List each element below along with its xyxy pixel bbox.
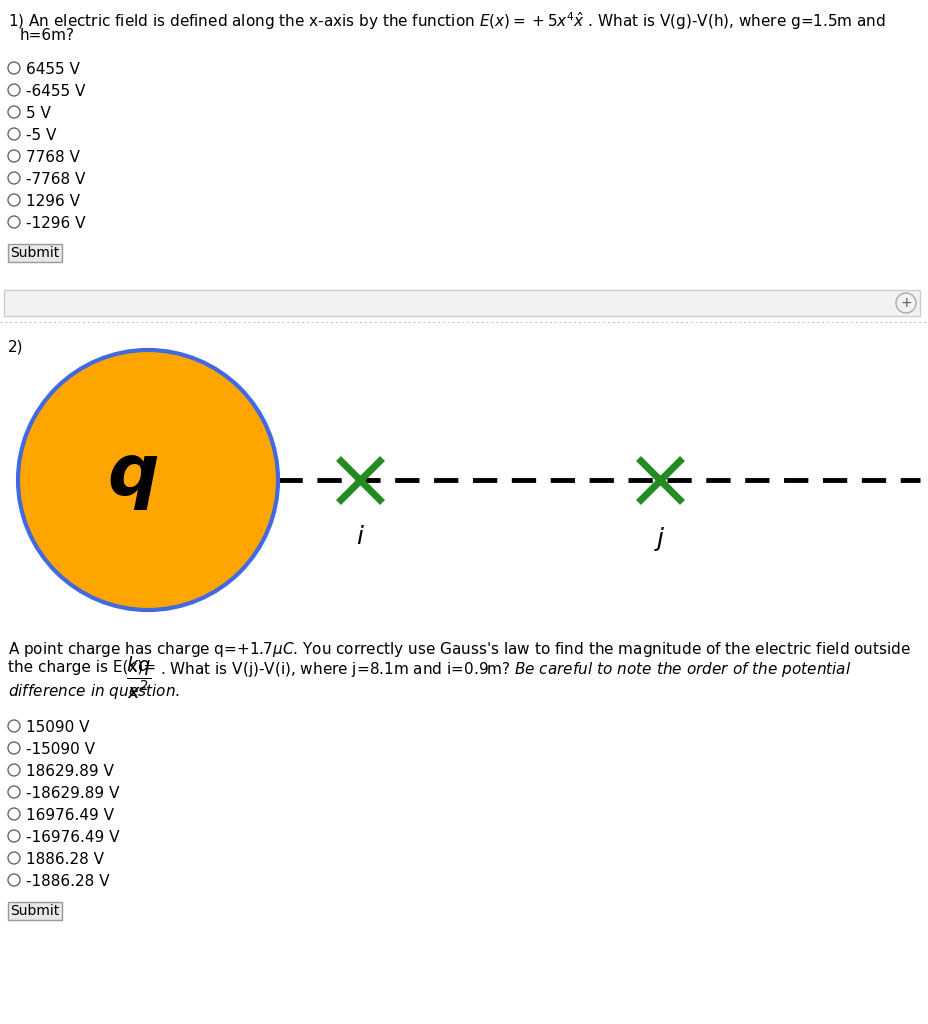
Text: q: q [107,440,159,510]
Text: 1) An electric field is defined along the x-axis by the function $E(x) = +5x^4\h: 1) An electric field is defined along th… [8,10,884,32]
Text: 1886.28 V: 1886.28 V [26,852,104,867]
Text: -1296 V: -1296 V [26,216,85,231]
Text: 6455 V: 6455 V [26,62,80,77]
Text: -1886.28 V: -1886.28 V [26,874,110,889]
Text: -7768 V: -7768 V [26,172,85,187]
Text: $\dfrac{kq}{x^2}$: $\dfrac{kq}{x^2}$ [126,654,151,700]
Circle shape [18,350,277,610]
Text: . What is V(j)-V(i), where j=8.1m and i=0.9m? $\it{Be\ careful\ to\ note\ the\ o: . What is V(j)-V(i), where j=8.1m and i=… [160,660,850,679]
Text: 5 V: 5 V [26,106,51,121]
Text: -18629.89 V: -18629.89 V [26,786,119,801]
Text: the charge is E(x)=: the charge is E(x)= [8,660,156,675]
FancyBboxPatch shape [4,290,919,316]
Text: A point charge has charge q=+1.7$\mu C$. You correctly use Gauss's law to find t: A point charge has charge q=+1.7$\mu C$.… [8,640,910,659]
Text: +: + [899,296,910,310]
Text: $j$: $j$ [653,525,665,553]
Text: -5 V: -5 V [26,128,57,143]
Text: h=6m?: h=6m? [20,28,75,43]
Text: 15090 V: 15090 V [26,720,89,735]
FancyBboxPatch shape [8,244,62,262]
Text: 7768 V: 7768 V [26,150,80,165]
Text: -16976.49 V: -16976.49 V [26,830,120,845]
Text: 16976.49 V: 16976.49 V [26,808,114,823]
Text: 2): 2) [8,340,23,355]
Text: Submit: Submit [10,904,59,918]
FancyBboxPatch shape [8,902,62,920]
Text: -6455 V: -6455 V [26,84,85,99]
Text: Submit: Submit [10,246,59,260]
Text: 1296 V: 1296 V [26,194,80,209]
Text: 18629.89 V: 18629.89 V [26,764,114,779]
Text: $\it{difference\ in\ question.}$: $\it{difference\ in\ question.}$ [8,682,180,701]
Text: -15090 V: -15090 V [26,742,95,757]
Text: $i$: $i$ [355,525,364,549]
